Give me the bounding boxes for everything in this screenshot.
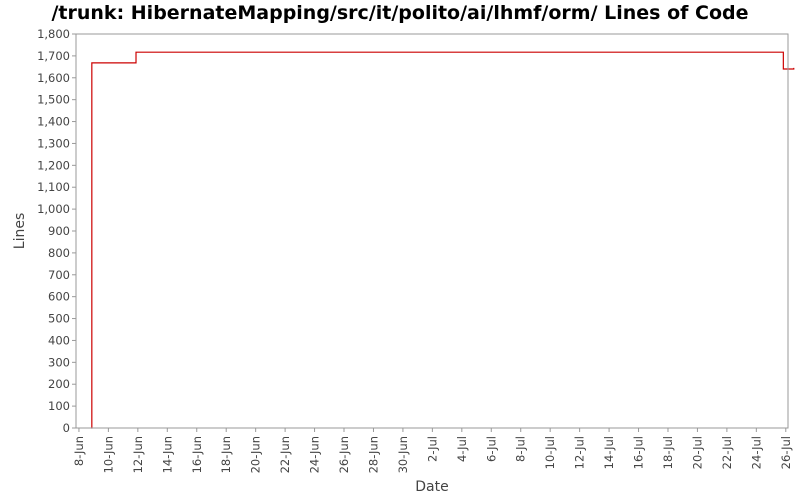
y-tick-label: 1,400 [37, 115, 70, 129]
x-tick-label: 4-Jul [455, 436, 469, 462]
x-tick-label: 24-Jul [749, 436, 763, 469]
x-tick-label: 22-Jul [720, 436, 734, 469]
x-tick-label: 28-Jun [366, 436, 380, 473]
x-tick-label: 8-Jun [72, 436, 86, 466]
y-tick-label: 1,600 [37, 71, 70, 85]
x-tick-label: 6-Jul [484, 436, 498, 462]
x-tick-label: 22-Jun [278, 436, 292, 473]
x-tick-label: 16-Jul [632, 436, 646, 469]
y-tick-label: 100 [48, 399, 70, 413]
x-axis-title: Date [415, 479, 448, 495]
x-tick-label: 30-Jun [396, 436, 410, 473]
chart-title: /trunk: HibernateMapping/src/it/polito/a… [51, 2, 749, 24]
x-tick-label: 10-Jun [101, 436, 115, 473]
x-tick-label: 12-Jul [573, 436, 587, 469]
y-tick-label: 200 [48, 377, 70, 391]
series-group [91, 51, 795, 429]
y-tick-label: 600 [48, 290, 70, 304]
y-axis-title: Lines [12, 213, 28, 249]
y-tick-label: 700 [48, 268, 70, 282]
y-tick-label: 400 [48, 333, 70, 347]
x-tick-label: 2-Jul [425, 436, 439, 462]
x-tick-label: 14-Jul [602, 436, 616, 469]
x-tick-label: 26-Jun [337, 436, 351, 473]
series-line-0 [91, 51, 795, 429]
y-tick-label: 0 [63, 421, 70, 435]
y-tick-label: 1,100 [37, 180, 70, 194]
x-tick-label: 10-Jul [543, 436, 557, 469]
y-tick-label: 500 [48, 312, 70, 326]
x-tick-label: 18-Jun [219, 436, 233, 473]
y-tick-label: 900 [48, 224, 70, 238]
y-tick-label: 300 [48, 355, 70, 369]
x-tick-label: 26-Jul [779, 436, 793, 469]
y-tick-label: 1,800 [37, 27, 70, 41]
y-tick-label: 800 [48, 246, 70, 260]
x-tick-label: 20-Jun [249, 436, 263, 473]
y-tick-label: 1,200 [37, 158, 70, 172]
x-tick-label: 8-Jul [514, 436, 528, 462]
plot-frame [75, 33, 789, 429]
x-tick-label: 14-Jun [160, 436, 174, 473]
y-axis: 0 100 200 300 400 500 600 700 800 900 1,000 1,100 1,… [37, 27, 76, 435]
y-tick-label: 1,500 [37, 93, 70, 107]
x-tick-label: 24-Jun [308, 436, 322, 473]
x-tick-label: 20-Jul [690, 436, 704, 469]
x-tick-label: 18-Jul [661, 436, 675, 469]
x-tick-label: 16-Jun [190, 436, 204, 473]
x-tick-label: 12-Jun [131, 436, 145, 473]
y-tick-label: 1,000 [37, 202, 70, 216]
y-tick-label: 1,300 [37, 136, 70, 150]
y-tick-label: 1,700 [37, 49, 70, 63]
x-axis: 8-Jun 10-Jun 12-Jun 14-Jun 16-Jun 18-Jun 20-Ju… [72, 428, 793, 473]
